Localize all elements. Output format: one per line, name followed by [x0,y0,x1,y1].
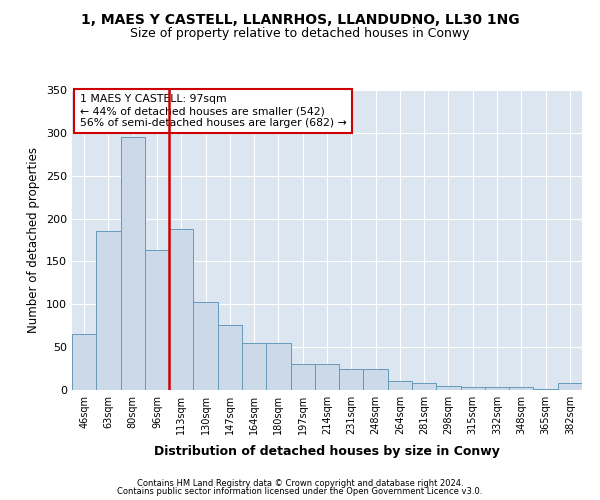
Text: Contains public sector information licensed under the Open Government Licence v3: Contains public sector information licen… [118,488,482,496]
Bar [96,230,121,390]
Bar [461,386,485,390]
Bar [533,389,558,390]
Bar [169,229,193,390]
Text: Size of property relative to detached houses in Conwy: Size of property relative to detached ho… [130,28,470,40]
Bar [558,383,582,390]
Bar [339,370,364,390]
Y-axis label: Number of detached properties: Number of detached properties [28,147,40,333]
Bar [121,137,145,390]
Bar [509,386,533,390]
Bar [364,370,388,390]
Bar [315,364,339,390]
Bar [218,325,242,390]
Bar [242,343,266,390]
Bar [72,334,96,390]
Bar [436,386,461,390]
Bar [145,250,169,390]
Text: Contains HM Land Registry data © Crown copyright and database right 2024.: Contains HM Land Registry data © Crown c… [137,478,463,488]
Bar [266,343,290,390]
Bar [388,382,412,390]
X-axis label: Distribution of detached houses by size in Conwy: Distribution of detached houses by size … [154,445,500,458]
Text: 1, MAES Y CASTELL, LLANRHOS, LLANDUDNO, LL30 1NG: 1, MAES Y CASTELL, LLANRHOS, LLANDUDNO, … [80,12,520,26]
Text: 1 MAES Y CASTELL: 97sqm
← 44% of detached houses are smaller (542)
56% of semi-d: 1 MAES Y CASTELL: 97sqm ← 44% of detache… [80,94,346,128]
Bar [412,383,436,390]
Bar [290,364,315,390]
Bar [193,302,218,390]
Bar [485,386,509,390]
